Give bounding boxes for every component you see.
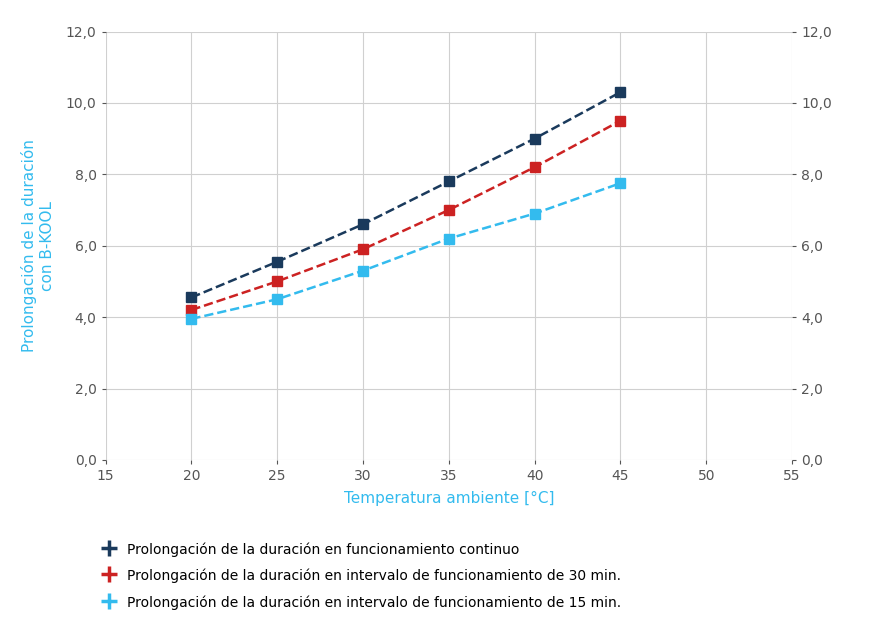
Legend: Prolongación de la duración en funcionamiento continuo, Prolongación de la durac: Prolongación de la duración en funcionam… [95,535,628,617]
Line: Prolongación de la duración en funcionamiento continuo: Prolongación de la duración en funcionam… [187,88,626,302]
Y-axis label: Prolongación de la duración
con B-KOOL: Prolongación de la duración con B-KOOL [21,139,55,352]
Prolongación de la duración en intervalo de funcionamiento de 15 min. [357,267,369,275]
Prolongación de la duración en intervalo de funcionamiento de 30 min. [615,117,626,125]
Prolongación de la duración en funcionamiento continuo [615,88,626,96]
X-axis label: Temperatura ambiente [°C]: Temperatura ambiente [°C] [343,491,554,507]
Prolongación de la duración en funcionamiento continuo [272,258,282,266]
Prolongación de la duración en intervalo de funcionamiento de 30 min. [530,163,540,171]
Prolongación de la duración en funcionamiento continuo [444,178,454,185]
Prolongación de la duración en intervalo de funcionamiento de 30 min. [272,278,282,285]
Prolongación de la duración en intervalo de funcionamiento de 15 min. [272,295,282,303]
Prolongación de la duración en funcionamiento continuo [187,294,197,301]
Prolongación de la duración en intervalo de funcionamiento de 15 min. [615,180,626,187]
Prolongación de la duración en funcionamiento continuo [530,135,540,142]
Prolongación de la duración en intervalo de funcionamiento de 30 min. [187,306,197,314]
Prolongación de la duración en intervalo de funcionamiento de 15 min. [444,235,454,243]
Prolongación de la duración en intervalo de funcionamiento de 15 min. [187,315,197,323]
Prolongación de la duración en intervalo de funcionamiento de 30 min. [444,206,454,214]
Line: Prolongación de la duración en intervalo de funcionamiento de 30 min.: Prolongación de la duración en intervalo… [187,116,626,315]
Line: Prolongación de la duración en intervalo de funcionamiento de 15 min.: Prolongación de la duración en intervalo… [187,178,626,324]
Prolongación de la duración en intervalo de funcionamiento de 15 min. [530,210,540,217]
Prolongación de la duración en intervalo de funcionamiento de 30 min. [357,246,369,253]
Prolongación de la duración en funcionamiento continuo [357,220,369,228]
